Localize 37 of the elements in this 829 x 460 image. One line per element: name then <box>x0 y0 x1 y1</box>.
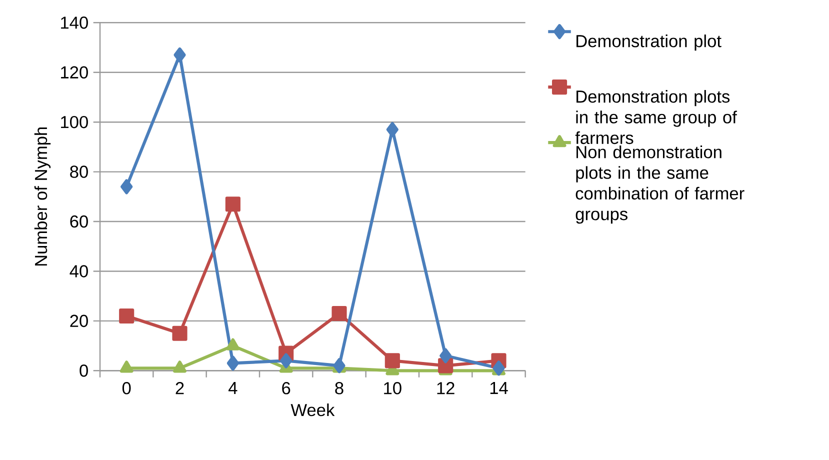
x-tick-label: 14 <box>490 382 508 394</box>
x-tick-label: 12 <box>437 382 454 394</box>
point <box>174 47 186 63</box>
legend-label: Demonstration plot <box>576 34 722 51</box>
point <box>333 358 346 374</box>
x-axis-title: Week <box>290 403 335 416</box>
y-tick-label: 100 <box>61 116 88 128</box>
y-tick-label: 60 <box>70 215 88 228</box>
point <box>386 122 398 138</box>
point <box>332 306 347 322</box>
x-tick-label: 4 <box>228 382 238 394</box>
point <box>280 353 292 368</box>
y-axis-title: Number of Nymph <box>34 128 51 266</box>
y-tick-label: 120 <box>61 66 88 79</box>
point <box>173 360 186 373</box>
legend-label: Non demonstration plots in the same combination of farmer groups <box>576 146 744 224</box>
point <box>384 353 400 368</box>
x-tick-label: 2 <box>176 382 184 394</box>
point <box>492 360 505 376</box>
y-tick-label: 140 <box>61 16 88 29</box>
x-tick-label: 10 <box>384 382 402 394</box>
legend-label: Demonstration plots in the same group of farmers <box>575 90 737 144</box>
y-tick-label: 80 <box>70 166 88 178</box>
point <box>226 356 239 371</box>
point <box>119 308 134 324</box>
y-tick-label: 0 <box>80 364 88 377</box>
x-tick-label: 6 <box>282 382 290 394</box>
point <box>226 338 240 350</box>
point <box>440 348 452 364</box>
point <box>172 326 188 341</box>
y-tick-label: 40 <box>70 265 88 278</box>
x-tick-label: 0 <box>122 382 131 394</box>
point <box>225 196 240 212</box>
point <box>120 360 134 373</box>
point <box>120 179 133 194</box>
x-tick-label: 8 <box>335 382 344 394</box>
y-tick-label: 20 <box>70 314 88 328</box>
